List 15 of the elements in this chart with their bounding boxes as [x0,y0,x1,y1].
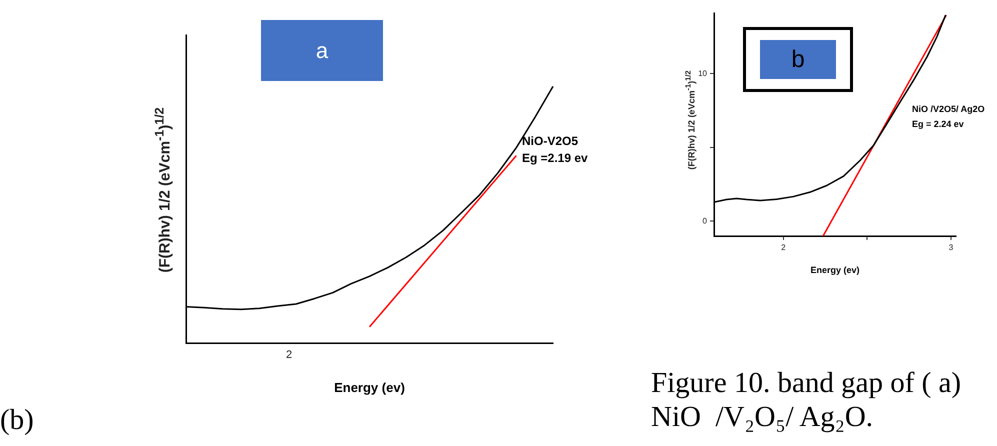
y-tick-label: 10 [698,68,708,78]
text: (b) [0,404,34,437]
annotation: b [760,40,836,79]
annotation: Eg =2.19 ev [522,151,588,165]
annotation: Eg = 2.24 ev [912,119,964,129]
annotation: NiO /V2O5/ Ag2O [912,104,985,114]
label-box: b [743,27,853,92]
x-tick-label: 3 [948,243,954,252]
y-tick-label: 0 [702,216,708,226]
text: 2 [286,349,292,361]
x-axis-title: Energy (ev) [334,380,405,395]
caption: Figure 10. band gap of ( a) NiO /V₂O₅/ Ag₂O. [651,366,962,434]
x-axis-title: Energy (ev) [810,265,860,276]
annotation: NiO-V2O5 [522,134,578,148]
label-box: a [261,20,383,81]
